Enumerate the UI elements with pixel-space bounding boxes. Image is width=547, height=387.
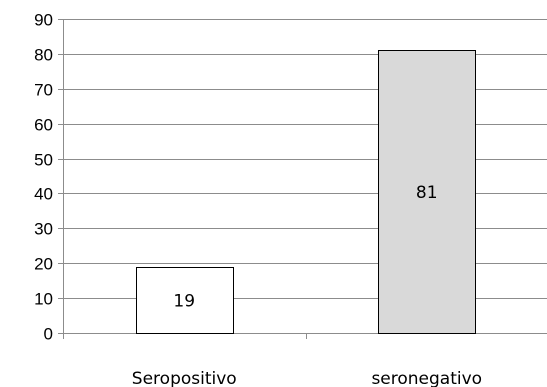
bar-seronegativo [378, 50, 476, 334]
y-tick-label-0: 0 [44, 325, 53, 344]
x-category-label-seropositivo: Seropositivo [132, 369, 237, 387]
y-tick-label-40: 40 [34, 185, 53, 204]
gridlines [63, 19, 547, 299]
y-tick-label-10: 10 [34, 290, 53, 309]
y-tick-label-30: 30 [34, 220, 53, 239]
y-tick-label-20: 20 [34, 255, 53, 274]
y-tick-labels: 0 10 20 30 40 50 60 70 80 90 [34, 11, 53, 344]
y-tick-label-90: 90 [34, 11, 53, 30]
data-label-seropositivo: 19 [173, 291, 195, 311]
y-tick-label-80: 80 [34, 46, 53, 65]
bars [136, 50, 476, 334]
bar-seropositivo [136, 267, 234, 334]
category-labels: Seropositivo seronegativo [132, 369, 482, 387]
y-tick-label-50: 50 [34, 151, 53, 170]
y-tick-label-60: 60 [34, 116, 53, 135]
x-category-label-seronegativo: seronegativo [371, 369, 482, 387]
data-label-seronegativo: 81 [416, 183, 438, 203]
y-tick-label-70: 70 [34, 81, 53, 100]
